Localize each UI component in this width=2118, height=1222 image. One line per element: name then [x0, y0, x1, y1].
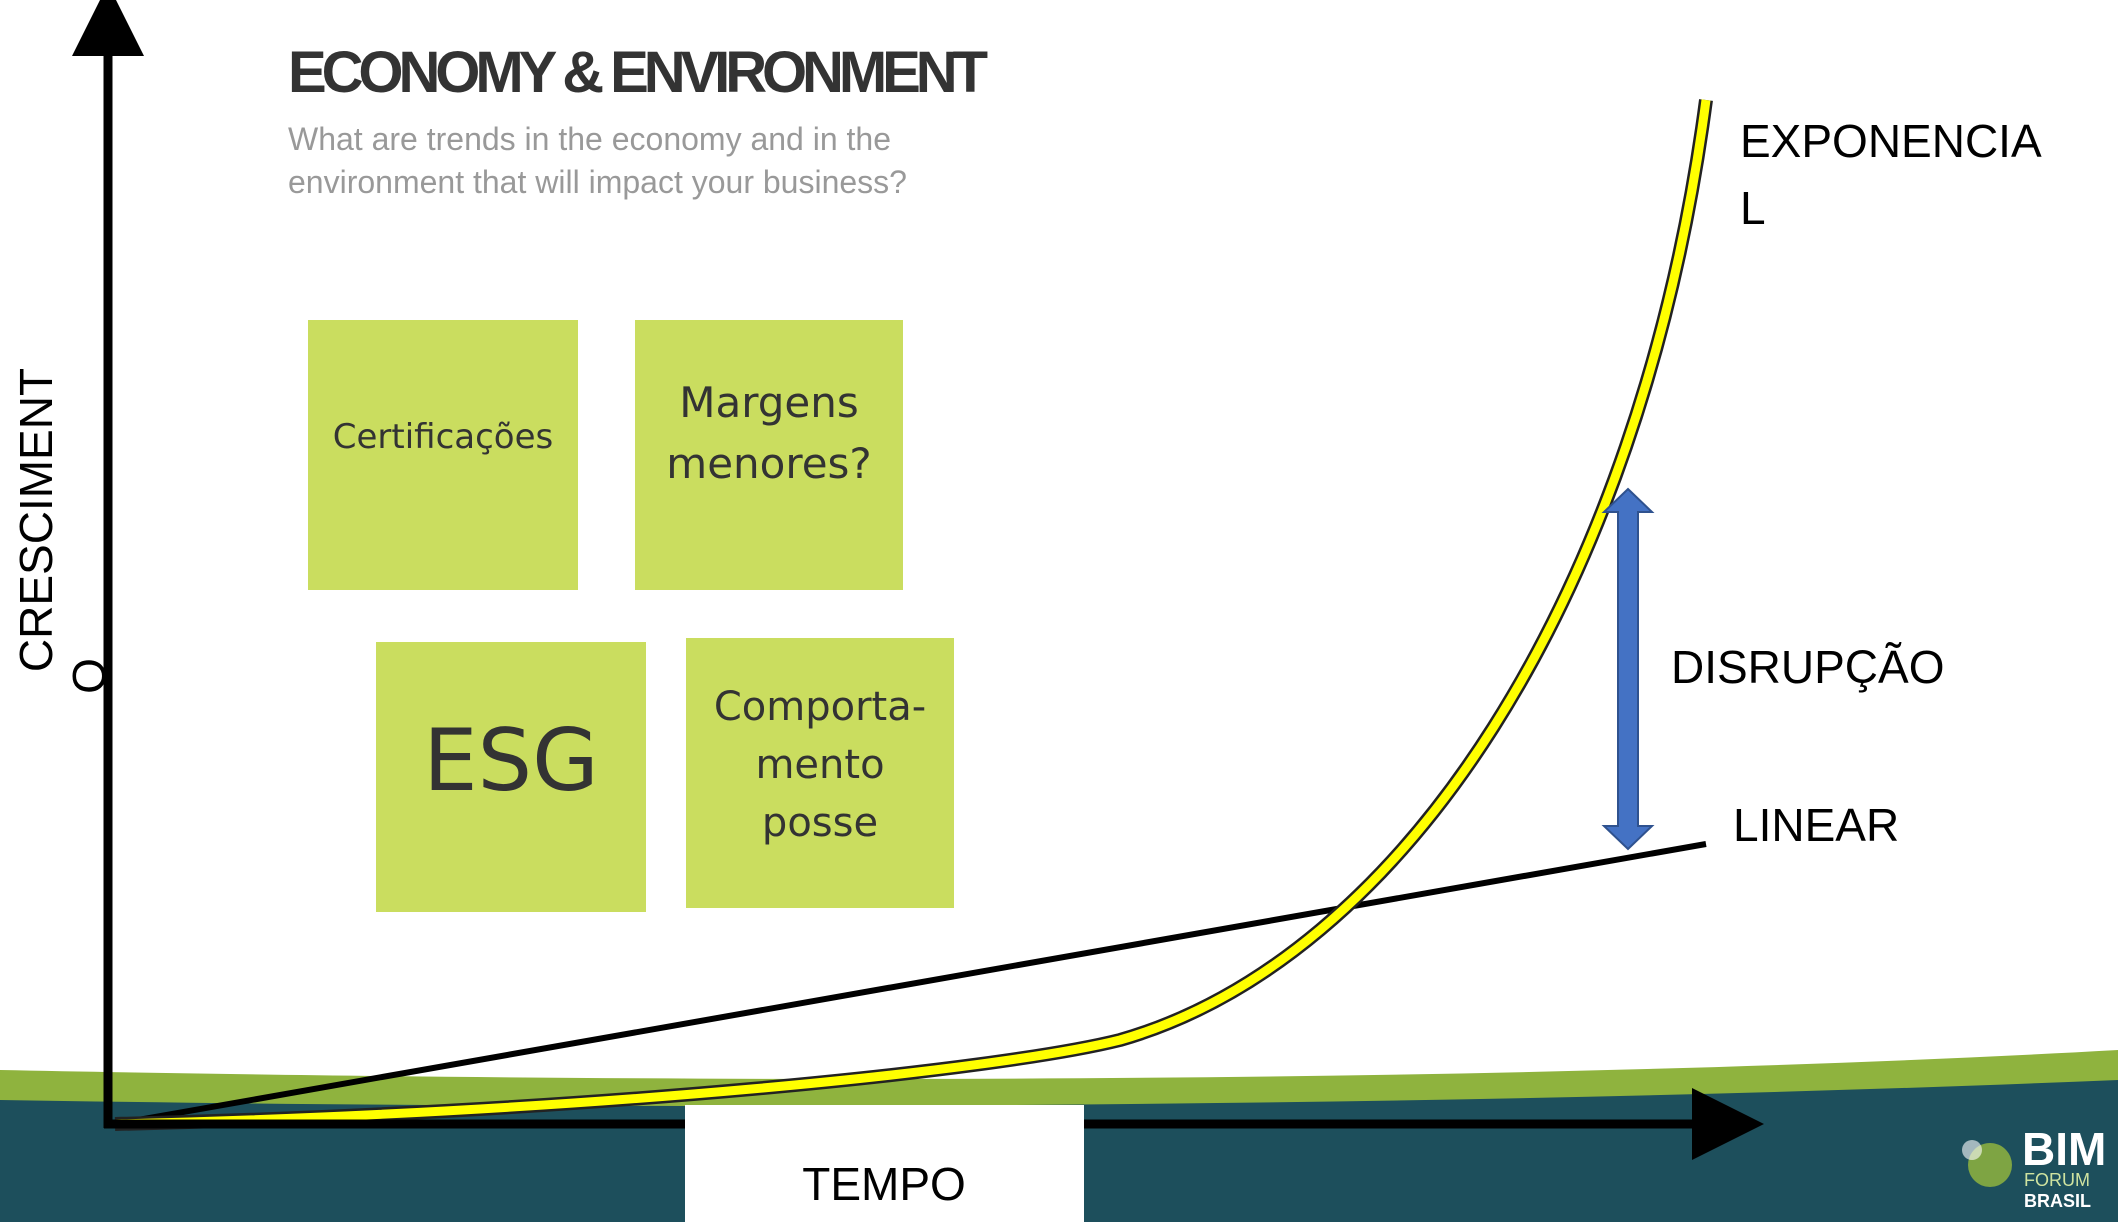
exp-outline [114, 99, 1713, 1131]
sticky-note: ESG [376, 642, 646, 912]
title: ECONOMY & ENVIRONMENT [288, 40, 988, 105]
note-text: Margens [679, 378, 859, 427]
subtitle: environment that will impact your busine… [288, 164, 907, 200]
logo-text: BRASIL [2024, 1191, 2091, 1211]
logo-text: BIM [2022, 1123, 2106, 1175]
note-text: Certificações [333, 417, 554, 457]
sticky-note: Margens menores? [635, 320, 903, 590]
x-label-box [685, 1105, 1084, 1222]
curve-label: LINEAR [1733, 799, 1899, 851]
curve-label: EXPONENCIA [1740, 115, 2042, 167]
logo: BIM FORUM BRASIL [1962, 1123, 2106, 1211]
note-text: ESG [423, 711, 599, 811]
x-axis-label: TEMPO [802, 1158, 966, 1210]
y-axis-label: O [63, 658, 115, 694]
note-text: Comporta- [714, 684, 926, 730]
curve-label: L [1740, 182, 1766, 234]
disruption-arrow [1601, 487, 1655, 851]
gap-label: DISRUPÇÃO [1671, 641, 1944, 693]
y-axis-label: CRESCIMENT [10, 368, 62, 672]
sticky-note: Certificações [308, 320, 578, 590]
subtitle: What are trends in the economy and in th… [288, 121, 891, 157]
note-text: mento [755, 742, 884, 788]
note-text: menores? [666, 439, 871, 488]
logo-text: FORUM [2024, 1170, 2090, 1190]
linear-curve [114, 841, 1707, 1127]
note-text: posse [762, 800, 878, 846]
sticky-note: Comporta- mento posse [686, 638, 954, 908]
exponential-curve [114, 99, 1711, 1129]
